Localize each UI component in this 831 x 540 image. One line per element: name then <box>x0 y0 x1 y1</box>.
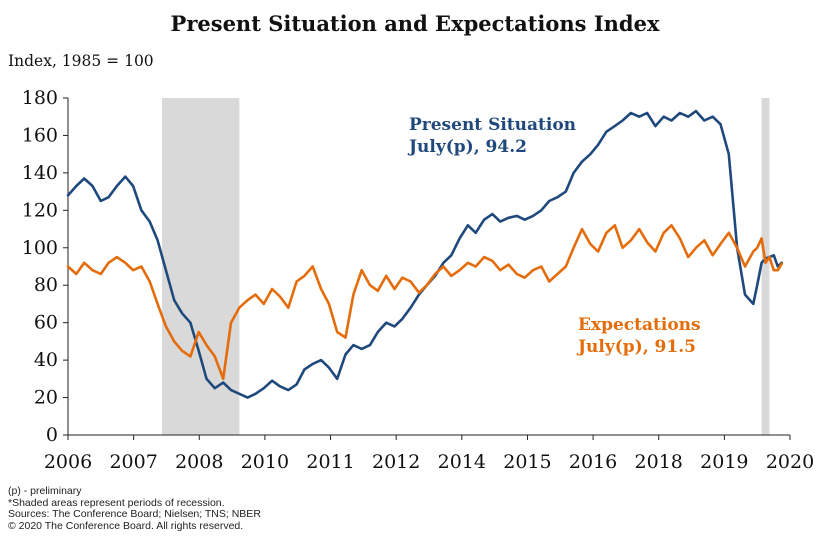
footer-note-shading: *Shaded areas represent periods of reces… <box>8 496 225 509</box>
x-axis: 2006 2007 2008 2010 2011 2012 2014 2015 2016 2018… <box>44 435 814 473</box>
y-tick-label: 120 <box>22 199 58 221</box>
footer-sources: Sources: The Conference Board; Nielsen; … <box>8 508 261 520</box>
y-tick-label: 0 <box>46 424 58 446</box>
series-annotation-1-1: July(p), 91.5 <box>576 337 696 357</box>
x-tick-label: 2015 <box>503 451 551 473</box>
y-axis: 0 20 40 60 80 100 120 140 160 180 <box>22 87 68 446</box>
y-tick-label: 40 <box>34 349 58 371</box>
series-annotation-0-1: July(p), 94.2 <box>407 137 527 157</box>
footer-note-preliminary: (p) - preliminary <box>8 485 82 497</box>
series-annotation-1-0: Expectations <box>578 315 701 335</box>
x-tick-label: 2010 <box>241 451 289 473</box>
y-tick-label: 80 <box>34 274 58 296</box>
x-tick-label: 2011 <box>306 451 354 473</box>
x-tick-label: 2018 <box>635 451 683 473</box>
x-tick-label: 2019 <box>700 451 748 473</box>
y-tick-label: 100 <box>22 237 58 259</box>
x-tick-label: 2006 <box>44 451 92 473</box>
y-tick-label: 140 <box>22 162 58 184</box>
footer-copyright: © 2020 The Conference Board. All rights … <box>8 519 244 532</box>
x-tick-label: 2016 <box>569 451 617 473</box>
y-axis-label: Index, 1985 = 100 <box>8 52 154 70</box>
y-tick-label: 160 <box>22 124 58 146</box>
chart-title: Present Situation and Expectations Index <box>171 11 660 36</box>
series-line-expectations <box>66 224 784 381</box>
recession-band-1 <box>761 98 770 435</box>
y-tick-label: 60 <box>34 312 58 334</box>
recession-band-0 <box>161 98 240 435</box>
y-tick-label: 180 <box>22 87 58 109</box>
y-tick-label: 20 <box>34 387 58 409</box>
x-tick-label: 2012 <box>372 451 420 473</box>
x-tick-label: 2008 <box>175 451 223 473</box>
x-tick-label: 2007 <box>109 451 157 473</box>
series-annotation-0-0: Present Situation <box>409 115 576 135</box>
chart: Present Situation and Expectations Index… <box>8 11 814 473</box>
x-tick-label: 2014 <box>438 451 486 473</box>
x-tick-label: 2020 <box>766 451 814 473</box>
series-lines <box>66 109 784 399</box>
recession-shading <box>161 98 770 435</box>
